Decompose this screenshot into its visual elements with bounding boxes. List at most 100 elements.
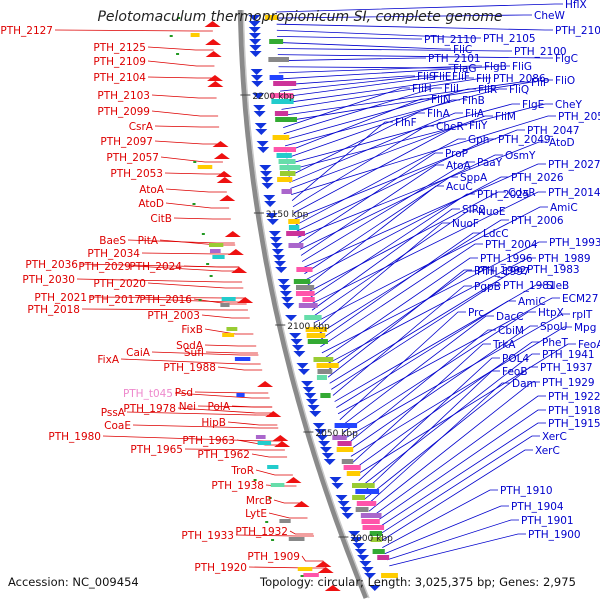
feature-block — [304, 315, 322, 320]
gene-label-left: PTH_1978 — [123, 403, 176, 415]
gene-label-right: Prc — [468, 307, 484, 319]
connector-line-right — [276, 23, 553, 31]
gene-label-left: MrcB — [246, 495, 272, 507]
gene-arrow-left — [205, 39, 222, 45]
gene-label-right: FeoB — [502, 366, 528, 378]
connector-line-right — [348, 325, 538, 451]
gene-label-right: NuoF — [452, 218, 479, 230]
gene-label-right: AmiC — [550, 202, 578, 214]
connector-line-left — [231, 405, 273, 408]
gene-label-right: PheT — [542, 337, 568, 349]
feature-block — [303, 573, 319, 577]
gene-arrow-left — [231, 267, 248, 273]
gene-label-right: FliG — [512, 61, 532, 73]
connector-line-right — [300, 164, 444, 256]
connector-line-right — [279, 75, 415, 86]
gene-arrow-right — [293, 351, 306, 357]
connector-line-right — [285, 98, 429, 153]
scale-ticks: 2200 kbp 2150 kbp 2100 kbp 2050 kbp 2000 kbp — [240, 92, 393, 544]
gene-arrow-left — [216, 177, 233, 183]
feature-block — [276, 153, 292, 158]
connector-line-right — [276, 3, 563, 13]
gene-label-right: PTH_2027 — [548, 159, 600, 171]
connector-line-right — [294, 129, 525, 220]
gene-label-left: SodA — [176, 340, 204, 352]
gene-label-right: PTH_2004 — [485, 239, 538, 251]
gene-arrow-right — [297, 369, 310, 375]
gene-label-right: PTH_2101 — [428, 53, 481, 65]
connector-line-right — [288, 112, 425, 177]
feature-block — [190, 33, 200, 37]
connector-line-right — [301, 161, 475, 262]
connector-line-left — [204, 328, 254, 335]
connector-line-right — [356, 343, 576, 475]
feature-dot — [206, 263, 210, 265]
gene-label-right: PTH_1900 — [528, 529, 581, 541]
gene-arrow-right — [364, 573, 377, 579]
gene-label-right: FlgC — [555, 53, 578, 65]
gene-label-left: PTH_2097 — [100, 136, 153, 148]
feature-block — [316, 375, 327, 380]
connector-line-left — [235, 534, 315, 537]
connector-line-right — [366, 382, 510, 506]
accession-label: Accession: NC_009454 — [8, 575, 139, 589]
gene-label-right: rplT — [572, 309, 593, 321]
gene-arrow-left — [315, 561, 332, 567]
gene-label-right: PTH_2025 — [477, 189, 530, 201]
gene-arrow-right — [354, 549, 367, 555]
connector-line-left — [227, 421, 278, 426]
feature-dot — [177, 17, 181, 19]
gene-label-right: PTH_2110 — [424, 34, 477, 46]
connector-line-left — [151, 94, 217, 99]
feature-block — [281, 189, 292, 194]
connector-line-right — [345, 313, 570, 439]
connector-line-right — [352, 343, 491, 463]
gene-arrow-right — [309, 411, 322, 417]
feature-block — [286, 231, 305, 236]
gene-label-left: PTH_2018 — [27, 304, 80, 316]
gene-label-right: PTH_2006 — [511, 215, 564, 227]
gene-arrow-right — [302, 387, 315, 393]
feature-block — [346, 471, 361, 476]
connector-line-left — [132, 424, 279, 429]
gene-arrow-right — [249, 51, 262, 57]
feature-block — [313, 357, 334, 362]
feature-block — [226, 327, 238, 331]
connector-line-right — [386, 519, 519, 561]
gene-label-left: PTH_1980 — [48, 431, 101, 443]
gene-arrow-left — [205, 51, 222, 57]
connector-line-right — [293, 124, 467, 214]
gene-arrow-right — [361, 567, 374, 573]
feature-block — [355, 489, 380, 494]
feature-block — [332, 435, 347, 440]
connector-line-right — [343, 311, 536, 433]
feature-dot — [265, 521, 269, 523]
gene-arrow-right — [350, 537, 363, 543]
gene-label-left: PTH_2104 — [93, 72, 146, 84]
gene-arrow-left — [212, 141, 229, 147]
gene-label-left: PTH_1933 — [181, 530, 234, 542]
gene-arrow-right — [290, 339, 303, 345]
connector-line-right — [341, 315, 494, 427]
gene-arrow-right — [252, 93, 265, 99]
feature-block — [255, 435, 266, 439]
feature-block — [275, 117, 297, 122]
connector-line-right — [329, 268, 525, 384]
connector-line-left — [183, 265, 240, 268]
connector-line-right — [278, 66, 451, 69]
gene-arrow-right — [261, 183, 274, 189]
gene-label-left: PTH_2053 — [110, 168, 163, 180]
gene-arrow-left — [237, 297, 254, 303]
scale-label: 2000 kbp — [350, 534, 393, 544]
gene-label-left: LytE — [245, 508, 267, 520]
connector-line-left — [147, 46, 214, 51]
gene-label-right: PTH_1904 — [511, 501, 564, 513]
scale-label: 2050 kbp — [315, 429, 358, 439]
gene-arrow-right — [319, 447, 332, 453]
connector-line-right — [295, 138, 466, 226]
gene-label-right: PTH_1901 — [521, 515, 574, 527]
connector-line-right — [283, 87, 442, 135]
scale-label: 2150 kbp — [266, 210, 309, 220]
connector-line-right — [290, 115, 493, 189]
